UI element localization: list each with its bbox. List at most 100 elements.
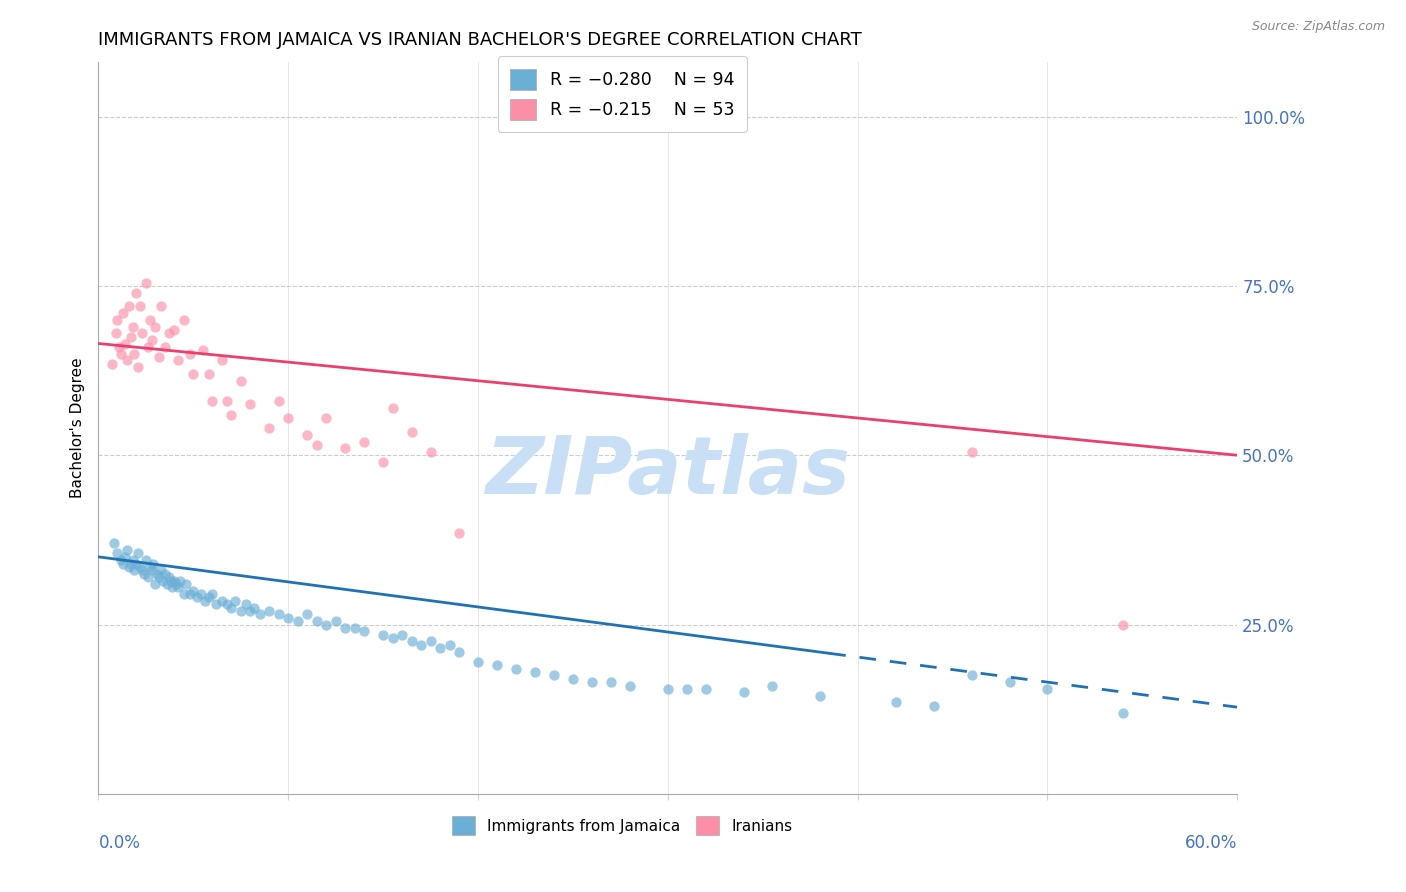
Point: [125, 285, 148, 300]
Point: [124, 346, 146, 360]
Point: [129, 299, 152, 313]
Point: [401, 425, 423, 439]
Point: [761, 679, 783, 693]
Point: [121, 319, 143, 334]
Point: [224, 594, 246, 608]
Text: 0.0%: 0.0%: [98, 834, 141, 852]
Point: [211, 594, 233, 608]
Point: [136, 340, 159, 354]
Point: [136, 570, 159, 584]
Point: [167, 353, 190, 368]
Point: [524, 665, 547, 679]
Point: [132, 566, 155, 581]
Point: [152, 574, 174, 588]
Point: [129, 560, 152, 574]
Point: [100, 357, 122, 371]
Point: [371, 628, 394, 642]
Point: [157, 570, 180, 584]
Point: [118, 560, 141, 574]
Text: Source: ZipAtlas.com: Source: ZipAtlas.com: [1251, 20, 1385, 33]
Point: [112, 306, 135, 320]
Point: [217, 597, 239, 611]
Point: [141, 333, 163, 347]
Point: [371, 455, 394, 469]
Point: [153, 340, 176, 354]
Point: [335, 442, 357, 456]
Point: [191, 343, 214, 358]
Point: [145, 577, 167, 591]
Point: [183, 583, 205, 598]
Point: [449, 526, 471, 541]
Point: [115, 353, 138, 368]
Point: [243, 600, 266, 615]
Point: [808, 689, 831, 703]
Point: [221, 408, 243, 422]
Point: [127, 546, 149, 560]
Text: IMMIGRANTS FROM JAMAICA VS IRANIAN BACHELOR'S DEGREE CORRELATION CHART: IMMIGRANTS FROM JAMAICA VS IRANIAN BACHE…: [98, 31, 862, 49]
Point: [114, 336, 136, 351]
Point: [194, 594, 217, 608]
Point: [600, 675, 623, 690]
Point: [156, 577, 179, 591]
Point: [201, 587, 224, 601]
Point: [960, 668, 983, 682]
Point: [619, 679, 641, 693]
Point: [120, 330, 142, 344]
Point: [391, 628, 413, 642]
Point: [343, 621, 366, 635]
Point: [141, 563, 163, 577]
Point: [315, 411, 337, 425]
Point: [543, 668, 565, 682]
Point: [190, 587, 212, 601]
Point: [114, 549, 136, 564]
Point: [159, 574, 181, 588]
Point: [135, 553, 157, 567]
Point: [131, 326, 153, 341]
Point: [581, 675, 603, 690]
Point: [676, 681, 699, 696]
Point: [217, 394, 239, 409]
Point: [135, 276, 157, 290]
Point: [124, 563, 146, 577]
Point: [118, 299, 141, 313]
Point: [381, 631, 404, 645]
Point: [107, 546, 129, 560]
Point: [297, 607, 319, 622]
Point: [998, 675, 1021, 690]
Point: [695, 681, 717, 696]
Point: [138, 313, 160, 327]
Point: [467, 655, 489, 669]
Point: [229, 374, 252, 388]
Point: [401, 634, 423, 648]
Point: [419, 445, 441, 459]
Point: [157, 326, 180, 341]
Point: [110, 346, 132, 360]
Point: [411, 638, 433, 652]
Point: [505, 662, 527, 676]
Point: [277, 411, 299, 425]
Point: [211, 353, 233, 368]
Point: [325, 614, 347, 628]
Point: [381, 401, 404, 415]
Point: [562, 672, 585, 686]
Point: [205, 597, 228, 611]
Point: [229, 604, 252, 618]
Point: [297, 428, 319, 442]
Point: [173, 313, 195, 327]
Point: [107, 313, 129, 327]
Point: [239, 397, 262, 411]
Point: [419, 634, 441, 648]
Point: [138, 560, 160, 574]
Point: [150, 563, 173, 577]
Point: [125, 557, 148, 571]
Point: [197, 367, 219, 381]
Point: [287, 614, 309, 628]
Point: [235, 597, 257, 611]
Point: [131, 563, 153, 577]
Text: ZIPatlas: ZIPatlas: [485, 433, 851, 511]
Point: [239, 604, 262, 618]
Point: [169, 574, 191, 588]
Point: [305, 438, 328, 452]
Point: [121, 553, 143, 567]
Point: [162, 580, 184, 594]
